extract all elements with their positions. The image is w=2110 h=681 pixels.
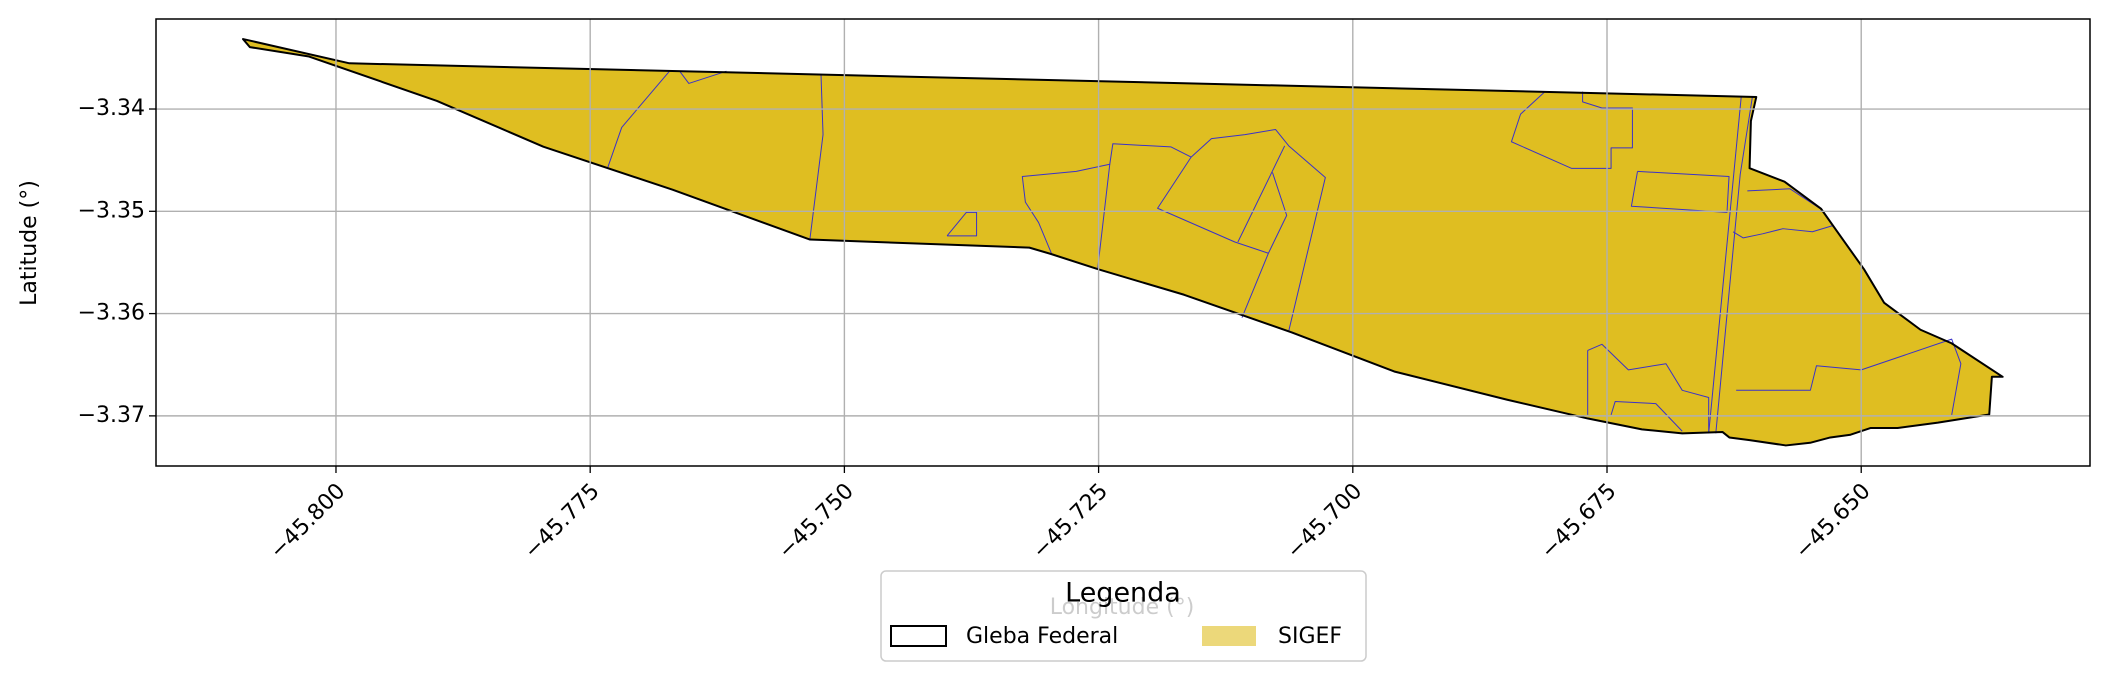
legend: Legenda Gleba Federal SIGEF (880, 570, 1367, 662)
x-tick-label: −45.675 (1536, 479, 1621, 564)
legend-swatch (1202, 626, 1256, 646)
parcel-boundary (946, 211, 978, 237)
parcel-boundary (1510, 91, 1633, 169)
y-tick-label: −3.36 (78, 301, 145, 326)
legend-label: SIGEF (1278, 624, 1342, 649)
x-tick-label: −45.750 (774, 479, 859, 564)
parcel-boundary (606, 70, 670, 169)
parcel-boundary (1241, 172, 1288, 318)
parcel-boundary (1630, 170, 1730, 213)
parcel-boundary (1610, 401, 1683, 432)
parcel-boundary (1190, 128, 1326, 332)
parcel-boundary (1715, 96, 1753, 434)
parcel-boundary (1708, 96, 1742, 434)
x-tick-label: −45.725 (1028, 479, 1113, 564)
y-tick-label: −3.34 (78, 96, 145, 121)
x-tick-label: −45.800 (265, 479, 350, 564)
x-tick-label: −45.650 (1791, 479, 1876, 564)
parcel-boundary (1237, 145, 1286, 243)
y-axis-label: Latitude (°) (17, 180, 42, 306)
legend-swatch (890, 625, 947, 647)
legend-label: Gleba Federal (966, 624, 1118, 649)
parcel-boundary (679, 70, 727, 84)
x-tick-label: −45.775 (520, 479, 605, 564)
y-tick-label: −3.37 (78, 403, 145, 428)
parcel-boundary (1747, 188, 1820, 209)
parcel-boundary (1732, 225, 1833, 239)
legend-title: Legenda (1065, 578, 1181, 609)
parcel-boundary (809, 74, 824, 241)
polygon (242, 38, 2004, 447)
plot-area: −45.800 −45.775 −45.750 −45.725 −45.700 −45.6… (78, 18, 2091, 564)
y-tick-label: −3.35 (78, 198, 145, 223)
parcel-boundary (1587, 343, 1710, 434)
axes-frame (155, 18, 2091, 467)
x-tick-label: −45.700 (1282, 479, 1367, 564)
polygon (242, 38, 2004, 446)
